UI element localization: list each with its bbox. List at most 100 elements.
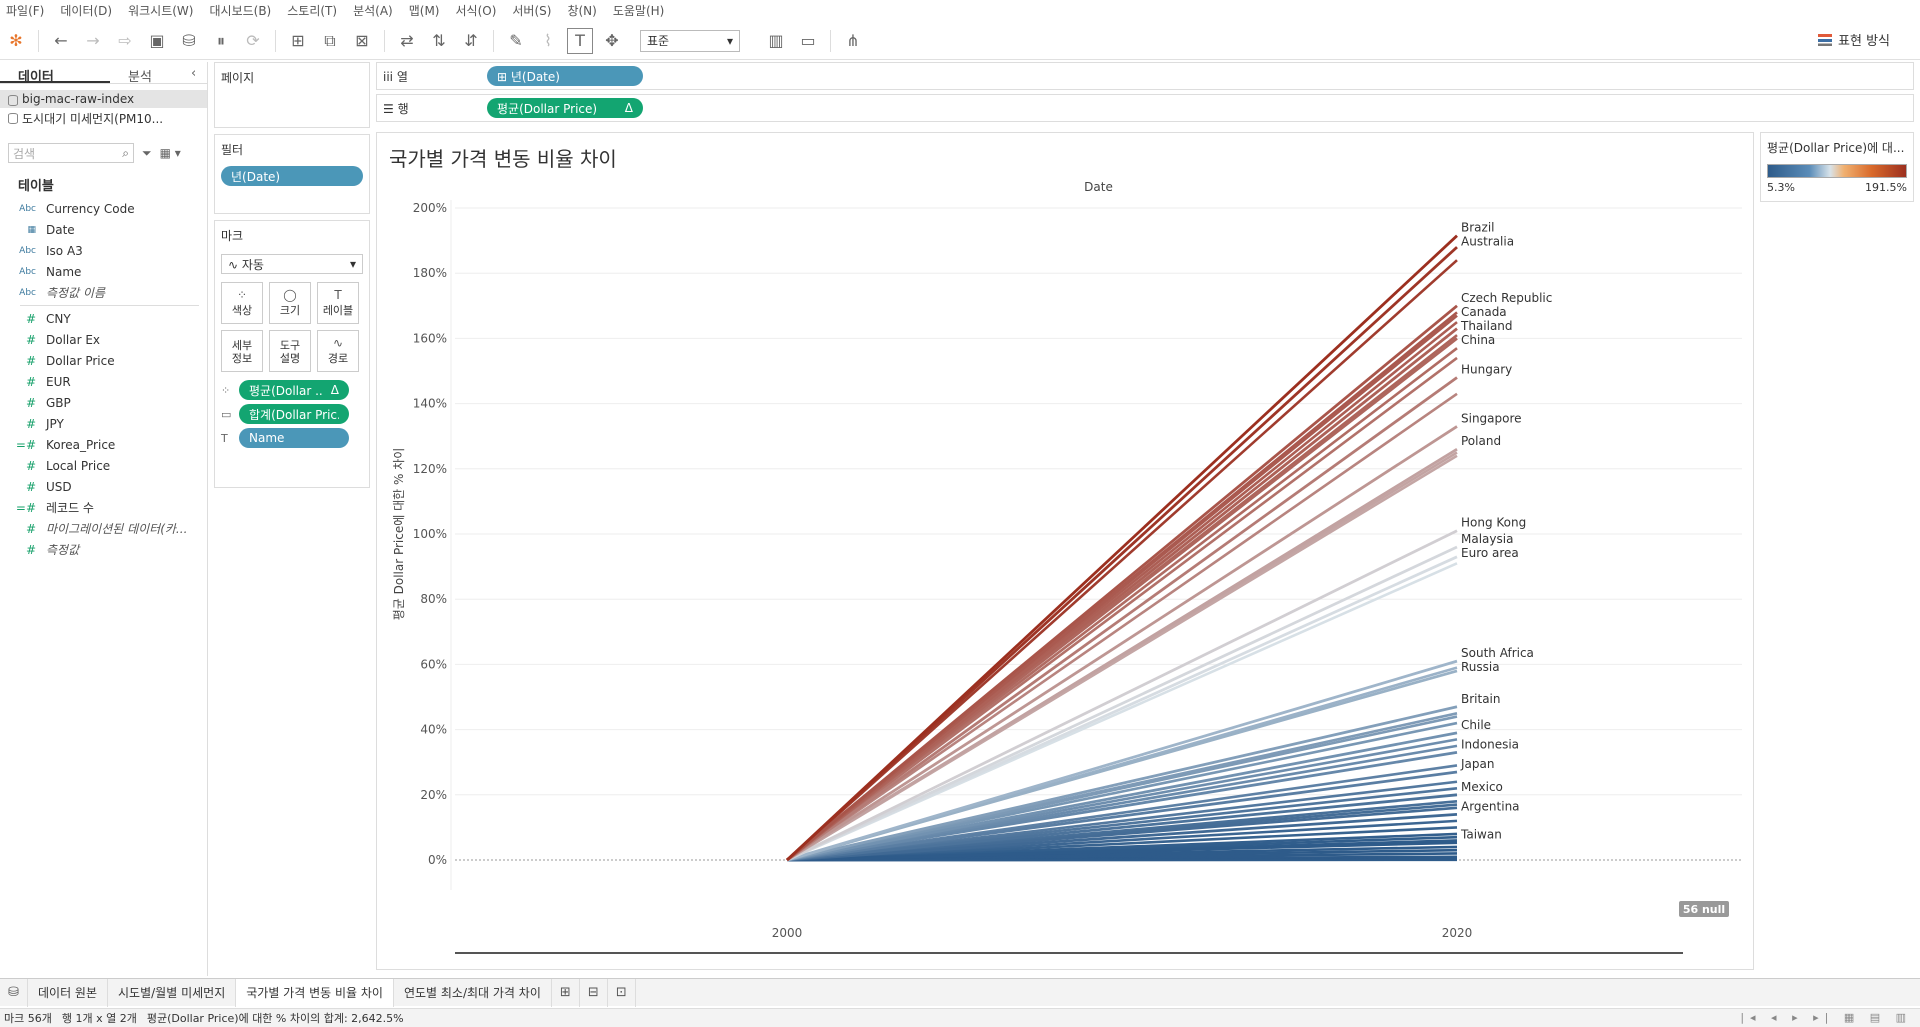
rows-pill[interactable]: 평균(Dollar Price) Δ <box>487 98 643 118</box>
menu-item[interactable]: 서버(S) <box>512 3 552 18</box>
menu-item[interactable]: 도움말(H) <box>612 3 665 18</box>
attach-icon[interactable]: ⌇ <box>544 31 552 50</box>
tab-data[interactable]: 데이터 <box>0 62 110 85</box>
new-worksheet-icon[interactable]: ⊞ <box>552 978 580 1007</box>
duplicate-sheet-icon[interactable]: ⧉ <box>324 30 336 50</box>
replay-icon[interactable]: ⇨ <box>118 31 132 50</box>
clear-sheet-icon[interactable]: ⊠ <box>355 31 369 50</box>
pause-updates-icon[interactable]: ⏸ <box>216 30 225 50</box>
columns-pill[interactable]: ⊞ 년(Date) <box>487 66 643 86</box>
new-dashboard-icon[interactable]: ⊟ <box>580 978 608 1007</box>
field-name: USD <box>46 479 72 494</box>
show-cards-icon[interactable]: ▥ <box>768 31 784 50</box>
field-item[interactable]: # Dollar Ex <box>0 329 207 350</box>
y-tick-label: 60% <box>420 657 447 671</box>
pin-icon[interactable]: ✥ <box>605 31 619 50</box>
field-item[interactable]: Abc Currency Code <box>0 198 207 219</box>
menu-item[interactable]: 맵(M) <box>408 3 440 18</box>
field-item[interactable]: =# Korea_Price <box>0 434 207 455</box>
menu-item[interactable]: 대시보드(B) <box>209 3 272 18</box>
mark-pill[interactable]: 합계(Dollar Pric.. <box>239 404 349 424</box>
label-button[interactable]: T 레이블 <box>317 282 359 324</box>
menu-item[interactable]: 데이터(D) <box>60 3 113 18</box>
field-item[interactable]: # JPY <box>0 413 207 434</box>
sheet-tab[interactable]: 데이터 원본 <box>28 978 109 1007</box>
field-item[interactable]: # EUR <box>0 371 207 392</box>
y-tick-label: 20% <box>420 788 447 802</box>
search-input[interactable]: 검색 ⌕ <box>8 143 134 163</box>
menu-item[interactable]: 스토리(T) <box>287 3 338 18</box>
field-item[interactable]: Abc Name <box>0 261 207 282</box>
show-me-button[interactable]: 표현 방식 <box>1818 30 1890 49</box>
save-icon[interactable]: ▣ <box>149 31 165 50</box>
new-datasource-icon[interactable]: ⛁ <box>182 31 196 50</box>
filters-card[interactable]: 필터 년(Date) <box>214 134 370 214</box>
field-item[interactable]: ▦ Date <box>0 219 207 240</box>
data-label: Hungary <box>1461 363 1512 377</box>
presentation-icon[interactable]: ▭ <box>800 31 816 50</box>
sheet-tab[interactable]: 시도별/월별 미세먼지 <box>108 978 237 1007</box>
sheet-tab[interactable]: 국가별 가격 변동 비율 차이 <box>236 978 394 1007</box>
redo-icon[interactable]: → <box>86 31 100 50</box>
rows-pill-label: 평균(Dollar Price) <box>497 101 598 116</box>
columns-shelf[interactable]: iii 열 ⊞ 년(Date) <box>376 62 1914 90</box>
datasource-tab-icon[interactable]: ⛁ <box>0 978 28 1007</box>
label-toggle-icon[interactable]: T <box>567 27 593 54</box>
field-item[interactable]: # 측정값 <box>0 539 207 560</box>
field-item[interactable]: # Dollar Price <box>0 350 207 371</box>
field-item[interactable]: =# 레코드 수 <box>0 497 207 518</box>
menu-item[interactable]: 분석(A) <box>353 3 393 18</box>
size-button[interactable]: ◯ 크기 <box>269 282 311 324</box>
color-button[interactable]: ⁘ 색상 <box>221 282 263 324</box>
tab-analysis[interactable]: 분석 <box>128 70 152 85</box>
field-name: 레코드 수 <box>46 501 94 515</box>
path-button[interactable]: ∿ 경로 <box>317 330 359 372</box>
field-item[interactable]: # GBP <box>0 392 207 413</box>
line-chart[interactable]: 0% 20% 40% 60% 80% 100% 120% 140% 160% 180% 200% 평균… <box>377 133 1753 969</box>
share-icon[interactable]: ⋔ <box>846 31 860 50</box>
menu-item[interactable]: 창(N) <box>567 3 597 18</box>
color-legend[interactable]: 평균(Dollar Price)에 대... 5.3% 191.5% <box>1760 132 1914 202</box>
tableau-logo-icon[interactable]: ✻ <box>9 31 23 50</box>
mark-type-select[interactable]: ∿ 자동 ▾ <box>221 254 363 274</box>
series-line <box>786 259 1458 861</box>
swap-icon[interactable]: ⇄ <box>400 31 414 50</box>
refresh-icon[interactable]: ⟳ <box>246 31 260 50</box>
field-item[interactable]: # Local Price <box>0 455 207 476</box>
sort-ascending-icon[interactable]: ⇅ <box>432 31 446 50</box>
chevron-down-icon: ▾ <box>726 33 733 48</box>
undo-icon[interactable]: ← <box>54 31 68 50</box>
mark-pill[interactable]: Name <box>239 428 349 448</box>
highlight-icon[interactable]: ✎ <box>509 31 523 50</box>
pages-card[interactable]: 페이지 <box>214 62 370 128</box>
datasource-item[interactable]: big-mac-raw-index <box>0 90 207 108</box>
fit-select[interactable]: 표준 ▾ <box>640 29 740 52</box>
field-item[interactable]: # CNY <box>0 308 207 329</box>
field-type-icon: # <box>25 353 36 368</box>
detail-button[interactable]: 세부 정보 <box>221 330 263 372</box>
menu-item[interactable]: 워크시트(W) <box>128 3 194 18</box>
field-name: CNY <box>46 311 71 326</box>
menu-item[interactable]: 파일(F) <box>6 3 45 18</box>
field-item[interactable]: # USD <box>0 476 207 497</box>
datasource-item[interactable]: 도시대기 미세먼지(PM10... <box>0 108 207 129</box>
field-item[interactable]: Abc Iso A3 <box>0 240 207 261</box>
sheet-nav-icons[interactable]: |◂ ◂ ▸ ▸| ▦ ▤ ▥ <box>1740 1011 1912 1024</box>
filter-pill[interactable]: 년(Date) <box>221 166 363 186</box>
tooltip-button[interactable]: 도구 설명 <box>269 330 311 372</box>
field-name: Iso A3 <box>46 243 83 258</box>
menu-item[interactable]: 서식(O) <box>455 3 497 18</box>
rows-shelf[interactable]: ☰ 행 평균(Dollar Price) Δ <box>376 94 1914 122</box>
field-item[interactable]: # 마이그레이션된 데이터(카... <box>0 518 207 539</box>
filter-icon[interactable]: ⏷ <box>142 145 152 160</box>
sheet-tab[interactable]: 연도별 최소/최대 가격 차이 <box>394 978 552 1007</box>
view-options-icon[interactable]: ▦ ▾ <box>159 146 181 160</box>
mark-pill[interactable]: 평균(Dollar .. Δ <box>239 380 349 400</box>
new-story-icon[interactable]: ⊡ <box>608 978 636 1007</box>
field-item[interactable]: Abc 측정값 이름 <box>0 282 207 303</box>
y-tick-label: 180% <box>413 266 447 280</box>
sort-descending-icon[interactable]: ⇵ <box>464 31 478 50</box>
new-worksheet-icon[interactable]: ⊞ <box>291 31 305 50</box>
data-label: Singapore <box>1461 411 1522 425</box>
collapse-icon[interactable]: ‹ <box>191 66 197 81</box>
